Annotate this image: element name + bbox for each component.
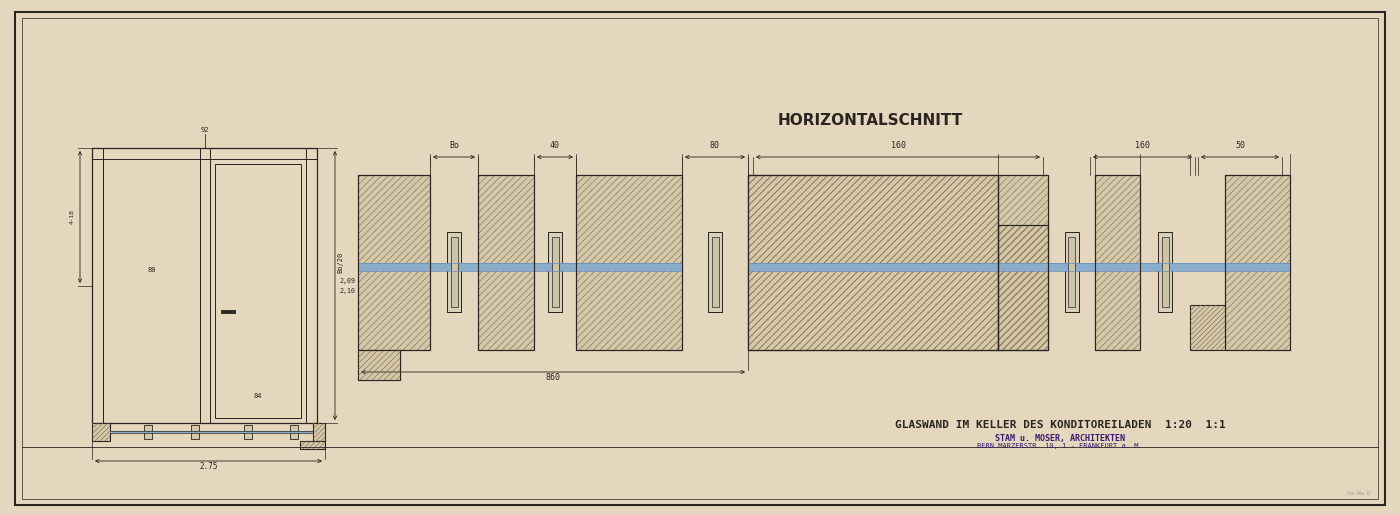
Bar	[190, 425, 199, 439]
Text: STAM u. MOSER, ARCHITEKTEN: STAM u. MOSER, ARCHITEKTEN	[995, 434, 1126, 442]
Bar	[300, 441, 325, 449]
Bar	[314, 423, 325, 441]
Text: 160: 160	[1135, 141, 1149, 150]
Bar	[1095, 175, 1140, 350]
Bar	[1225, 175, 1289, 350]
Bar	[748, 175, 1049, 350]
Text: 860: 860	[546, 373, 560, 382]
Text: 84: 84	[253, 393, 262, 399]
Text: 2.75: 2.75	[199, 462, 218, 471]
Bar	[748, 175, 998, 350]
Bar	[221, 310, 235, 313]
Bar	[1068, 237, 1075, 307]
Bar	[998, 225, 1049, 350]
Text: 4: 4	[556, 244, 560, 250]
Bar	[552, 237, 559, 307]
Bar	[748, 175, 998, 350]
Text: Bo/20: Bo/20	[337, 252, 343, 273]
Bar	[92, 148, 316, 423]
Bar	[144, 425, 153, 439]
Bar	[708, 232, 722, 312]
Bar	[216, 164, 301, 418]
Bar	[1225, 175, 1289, 350]
Bar	[477, 175, 533, 350]
Bar	[447, 232, 461, 312]
Text: BERN MARZERSTR. 10, 1 - FRANKFURT a. M.: BERN MARZERSTR. 10, 1 - FRANKFURT a. M.	[977, 443, 1142, 449]
Bar	[358, 263, 682, 271]
Bar	[300, 441, 325, 449]
Text: 160: 160	[890, 141, 906, 150]
Bar	[748, 263, 1289, 271]
Bar	[358, 350, 400, 380]
Bar	[1095, 175, 1140, 350]
Bar	[200, 148, 210, 423]
Text: 80: 80	[710, 141, 720, 150]
Bar	[1158, 232, 1172, 312]
Bar	[998, 225, 1049, 350]
Text: Bo: Bo	[449, 141, 459, 150]
Text: GLASWAND IM KELLER DES KONDITOREILADEN  1:20  1:1: GLASWAND IM KELLER DES KONDITOREILADEN 1…	[895, 420, 1225, 430]
Text: 2,09: 2,09	[339, 278, 356, 283]
Bar	[1190, 305, 1225, 350]
Text: 50: 50	[1235, 141, 1245, 150]
Bar	[451, 237, 458, 307]
Bar	[711, 237, 718, 307]
Bar	[575, 175, 682, 350]
Bar	[547, 232, 561, 312]
Text: Inv. No. 0: Inv. No. 0	[1347, 491, 1371, 496]
Bar	[92, 423, 111, 441]
Bar	[575, 175, 682, 350]
Bar	[358, 350, 400, 380]
Bar	[477, 175, 533, 350]
Text: 92: 92	[200, 127, 209, 133]
Bar	[358, 175, 430, 350]
Bar	[1064, 232, 1078, 312]
Bar	[1162, 237, 1169, 307]
Bar	[998, 175, 1049, 350]
Text: 40: 40	[550, 141, 560, 150]
Bar	[748, 175, 1049, 350]
Text: 15: 15	[554, 284, 563, 290]
Bar	[748, 175, 998, 350]
Bar	[111, 431, 314, 433]
Text: 80: 80	[147, 267, 155, 273]
Bar	[358, 175, 430, 350]
Bar	[1190, 305, 1225, 350]
Bar	[244, 425, 252, 439]
Bar	[92, 148, 104, 423]
Text: 2,10: 2,10	[339, 287, 356, 294]
Text: 4-18: 4-18	[70, 210, 74, 225]
Bar	[290, 425, 298, 439]
Text: HORIZONTALSCHNITT: HORIZONTALSCHNITT	[777, 113, 963, 128]
